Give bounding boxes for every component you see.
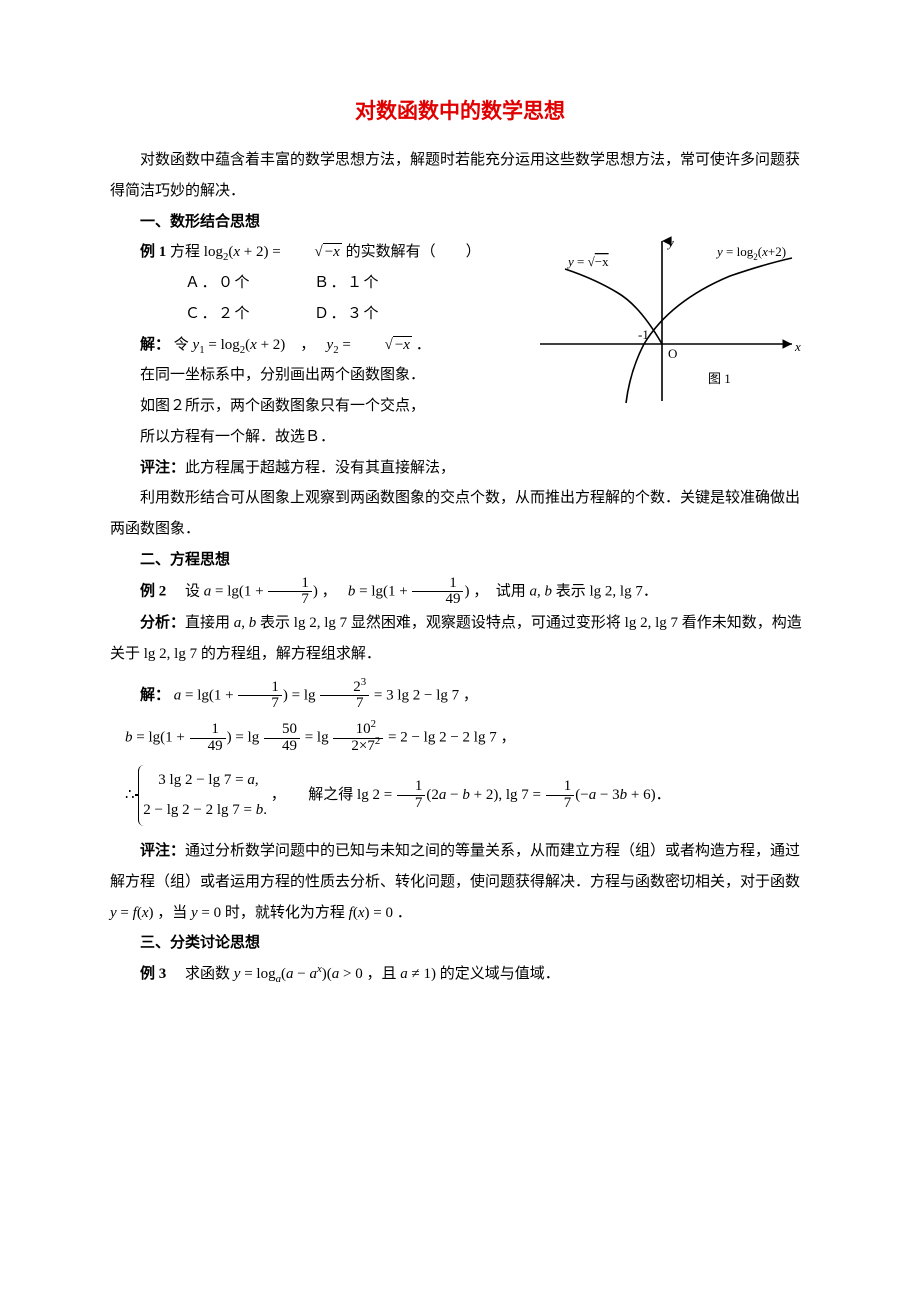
sol-label-2: 解： <box>140 687 170 703</box>
an-a: 直接用 <box>185 615 230 631</box>
ex2-mid: ， 解之得 <box>271 787 354 803</box>
example-1-label: 例 1 <box>140 244 166 260</box>
example-2: 例 2 设 a = lg(1 + 17) ， b = lg(1 + 149) ，… <box>110 576 810 609</box>
an-b: 表示 <box>260 615 290 631</box>
example-2-solution-a: 解： a = lg(1 + 17) = lg 237 = 3 lg 2 − lg… <box>110 680 810 713</box>
note1-b: 利用数形结合可从图象上观察到两函数图象的交点个数，从而推出方程解的个数．关键是较… <box>110 483 810 545</box>
example-1-tail: 的实数解有（ ） <box>346 244 481 260</box>
sol1-let: 令 <box>174 337 193 353</box>
example-2-solution-b: b = lg(1 + 149) = lg 5049 = lg 1022×72 =… <box>110 722 810 755</box>
note-label-2: 评注： <box>140 843 185 859</box>
tick-neg1: -1 <box>638 327 649 342</box>
example-1-note: 评注：此方程属于超越方程．没有其直接解法， <box>110 453 810 484</box>
axis-y-label: y <box>666 235 674 250</box>
option-a: Ａ．０个 <box>185 275 251 291</box>
sol1-eq2: = <box>342 337 354 353</box>
section-2-head: 二、方程思想 <box>110 545 810 576</box>
example-3-label: 例 3 <box>140 966 166 982</box>
note2-mid1: ，当 <box>157 905 187 921</box>
note1-a: 此方程属于超越方程．没有其直接解法， <box>185 460 455 476</box>
note2-text: 通过分析数学问题中的已知与未知之间的等量关系，从而建立方程（组）或者构造方程，通… <box>110 843 800 890</box>
figure-1: y x -1 O y = √−x y = log2(x+2) 图 1 <box>530 231 810 418</box>
example-2-solution-system: ∴ 3 lg 2 − lg 7 = a, 2 − lg 2 − 2 lg 7 =… <box>110 765 810 827</box>
option-c: Ｃ．２个 <box>185 306 251 322</box>
example-1-eq: log2(x + 2) = <box>204 244 285 260</box>
sqrt-neg-x: √−x <box>284 237 341 268</box>
example-1-stem-text: 方程 <box>170 244 204 260</box>
page-title: 对数函数中的数学思想 <box>110 90 810 133</box>
an-c: 显然困难，观察题设特点，可通过变形将 <box>351 615 621 631</box>
ex3-tail: 的定义域与值域． <box>440 966 560 982</box>
sol1-tail: ． <box>416 337 431 353</box>
origin-label: O <box>668 346 677 361</box>
curve-left-label: y = √−x <box>566 254 609 269</box>
example-2-note: 评注：通过分析数学问题中的已知与未知之间的等量关系，从而建立方程（组）或者构造方… <box>110 836 810 928</box>
note2-mid2: 时，就转化为方程 <box>225 905 345 921</box>
ex2-pre: 设 <box>170 583 204 599</box>
sol-label-1: 解： <box>140 337 170 353</box>
sol1-eq1: = log2(x + 2) ， <box>208 337 322 353</box>
curve-right-label: y = log2(x+2) <box>715 244 786 262</box>
sqrt-neg-x-2: √−x <box>355 330 412 361</box>
figure-caption: 图 1 <box>708 371 731 386</box>
an-label: 分析： <box>140 615 185 631</box>
an-e: 的方程组，解方程组求解． <box>201 646 381 662</box>
note2-end: ． <box>397 905 412 921</box>
option-d: Ｄ．３个 <box>314 306 380 322</box>
ex3-pre: 求函数 <box>185 966 230 982</box>
example-2-analysis: 分析：直接用 a, b 表示 lg 2, lg 7 显然困难，观察题设特点，可通… <box>110 608 810 670</box>
ex3-mid: ，且 <box>367 966 397 982</box>
figure-1-svg: y x -1 O y = √−x y = log2(x+2) 图 1 <box>530 231 810 406</box>
sol1-line-c: 所以方程有一个解．故选Ｂ． <box>110 422 810 453</box>
note-label-1: 评注： <box>140 460 185 476</box>
intro-para: 对数函数中蕴含着丰富的数学思想方法，解题时若能充分运用这些数学思想方法，常可使许… <box>110 145 810 207</box>
example-2-label: 例 2 <box>140 583 166 599</box>
option-b: Ｂ．１个 <box>314 275 380 291</box>
axis-x-label: x <box>794 339 801 354</box>
example-3: 例 3 求函数 y = loga(a − ax)(a > 0 ，且 a ≠ 1)… <box>110 959 810 990</box>
section-3-head: 三、分类讨论思想 <box>110 928 810 959</box>
